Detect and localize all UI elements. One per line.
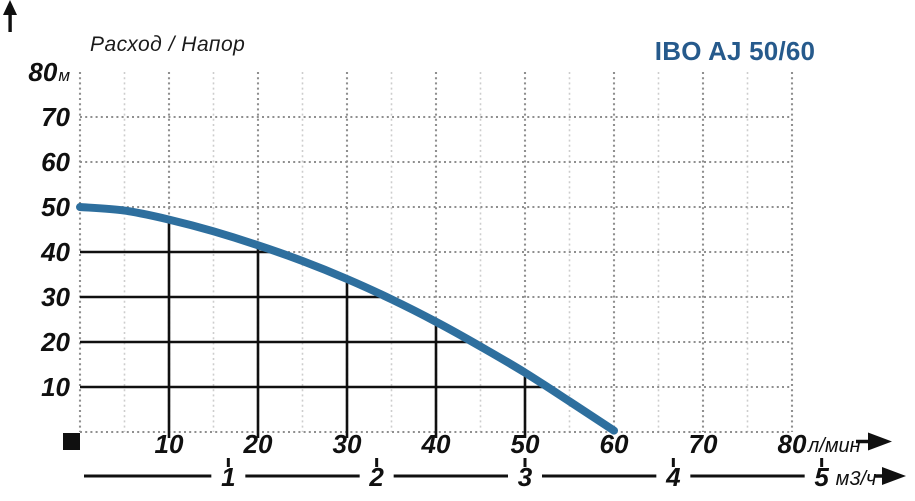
- x-tick-label: 20: [243, 429, 273, 459]
- x-axis-unit-label: л/мин: [807, 435, 861, 457]
- x-tick-label: 80: [778, 429, 807, 459]
- x2-tick-label: 4: [665, 462, 681, 492]
- y-tick-label: 30: [41, 282, 70, 312]
- x-tick-label: 60: [600, 429, 629, 459]
- origin-marker: [63, 433, 80, 450]
- y-tick-label: 70: [41, 102, 70, 132]
- x2-tick-label: 1: [221, 462, 235, 492]
- y-tick-label: 40: [40, 237, 70, 267]
- y-tick-label: 50: [41, 192, 70, 222]
- chart-title: IBO AJ 50/60: [654, 36, 816, 66]
- x2-axis-unit-label: м3/ч: [836, 468, 877, 490]
- y-tick-label: 80м: [28, 57, 70, 87]
- x-axis-arrow-icon: [868, 432, 892, 451]
- x2-tick-label: 5: [814, 462, 829, 492]
- y-tick-label: 20: [40, 327, 70, 357]
- y-tick-label: 10: [41, 372, 70, 402]
- x-tick-label: 40: [421, 429, 451, 459]
- x2-tick-label: 2: [368, 462, 384, 492]
- x-tick-label: 70: [689, 429, 718, 459]
- x-tick-label: 30: [333, 429, 362, 459]
- x-tick-label: 50: [511, 429, 540, 459]
- x2-axis-arrow-icon: [882, 467, 906, 485]
- x2-tick-label: 3: [518, 462, 533, 492]
- y-axis-up-arrow-icon: [3, 0, 17, 32]
- y-tick-label: 60: [41, 147, 70, 177]
- x-tick-label: 10: [155, 429, 184, 459]
- axis-caption: Расход / Напор: [90, 33, 246, 56]
- pump-curve: [76, 203, 618, 435]
